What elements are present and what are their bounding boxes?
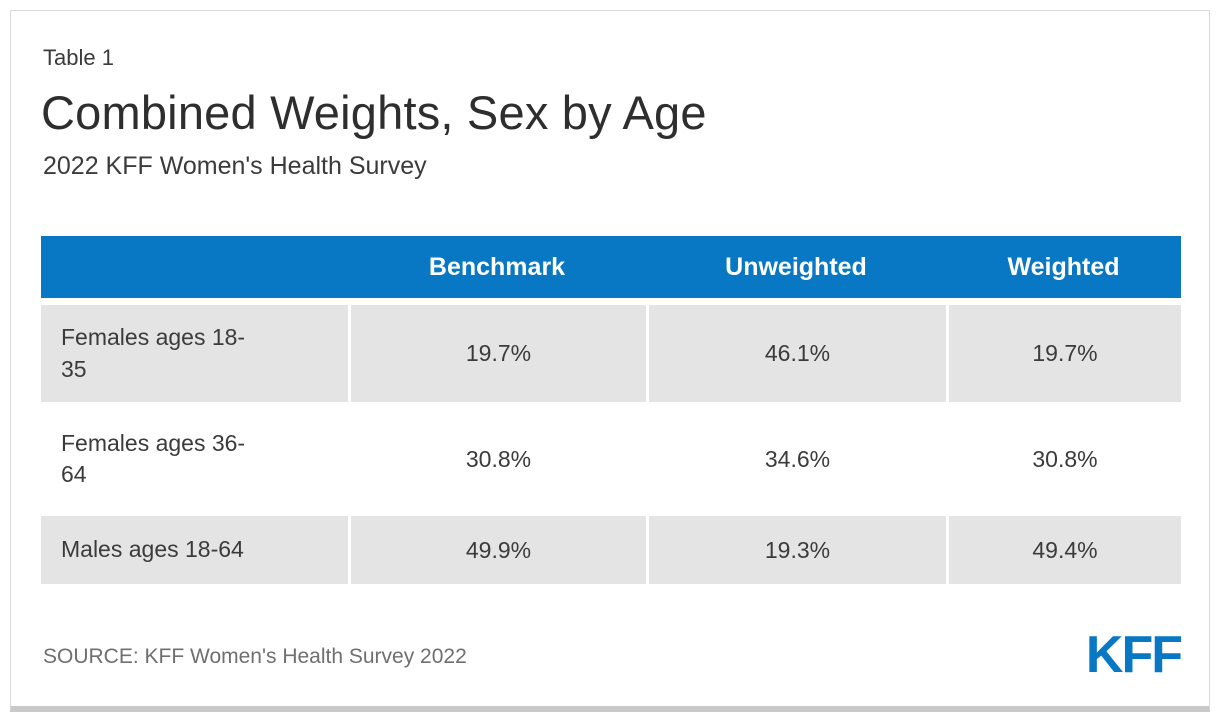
row-label: Females ages 36-64	[61, 429, 246, 487]
page-title: Combined Weights, Sex by Age	[41, 86, 707, 139]
cell-unweighted: 46.1%	[646, 305, 946, 402]
cell-benchmark: 49.9%	[348, 516, 646, 584]
header-cell-unweighted: Unweighted	[725, 252, 867, 281]
row-label: Females ages 18-35	[41, 305, 348, 402]
cell-weighted: 30.8%	[946, 409, 1181, 509]
table-row: Females ages 36-64 30.8% 34.6% 30.8%	[41, 409, 1181, 509]
cell-weighted: 49.4%	[946, 516, 1181, 584]
source-note: SOURCE: KFF Women's Health Survey 2022	[43, 645, 467, 668]
kff-logo[interactable]: KFF	[1085, 626, 1183, 684]
cell-weighted: 19.7%	[946, 305, 1181, 402]
row-label: Males ages 18-64	[41, 516, 348, 584]
cell-unweighted: 19.3%	[646, 516, 946, 584]
table-row: Females ages 18-35 19.7% 46.1% 19.7%	[41, 305, 1181, 402]
cell-benchmark: 19.7%	[348, 305, 646, 402]
header-cell-empty	[41, 236, 348, 298]
data-table: Benchmark Unweighted Weighted Females ag…	[41, 236, 1181, 584]
table-number-label: Table 1	[43, 45, 114, 70]
page-subtitle: 2022 KFF Women's Health Survey	[43, 152, 427, 180]
table-row: Males ages 18-64 49.9% 19.3% 49.4%	[41, 516, 1181, 584]
table-header-row: Benchmark Unweighted Weighted	[41, 236, 1181, 298]
header-cell-weighted: Weighted	[1007, 252, 1120, 281]
cell-benchmark: 30.8%	[348, 409, 646, 509]
cell-unweighted: 34.6%	[646, 409, 946, 509]
table-card: Table 1 Combined Weights, Sex by Age 202…	[10, 10, 1210, 712]
header-cell-benchmark: Benchmark	[428, 252, 566, 281]
